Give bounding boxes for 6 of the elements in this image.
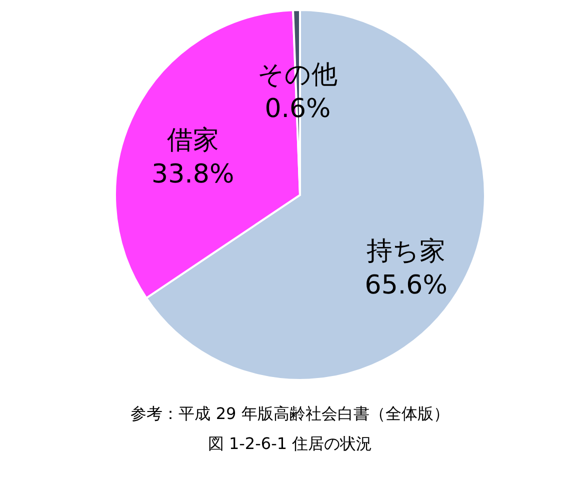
data-label: 65.6% (364, 270, 448, 301)
caption: 図 1-2-6-1 住居の状況 (208, 434, 372, 453)
slice-label: 借家 (166, 125, 219, 156)
data-label: 33.8% (152, 159, 234, 190)
text: 参考：平成 29 年版高齢社会白書（全体版） (130, 404, 450, 423)
slice-label: 持ち家 (366, 236, 446, 267)
